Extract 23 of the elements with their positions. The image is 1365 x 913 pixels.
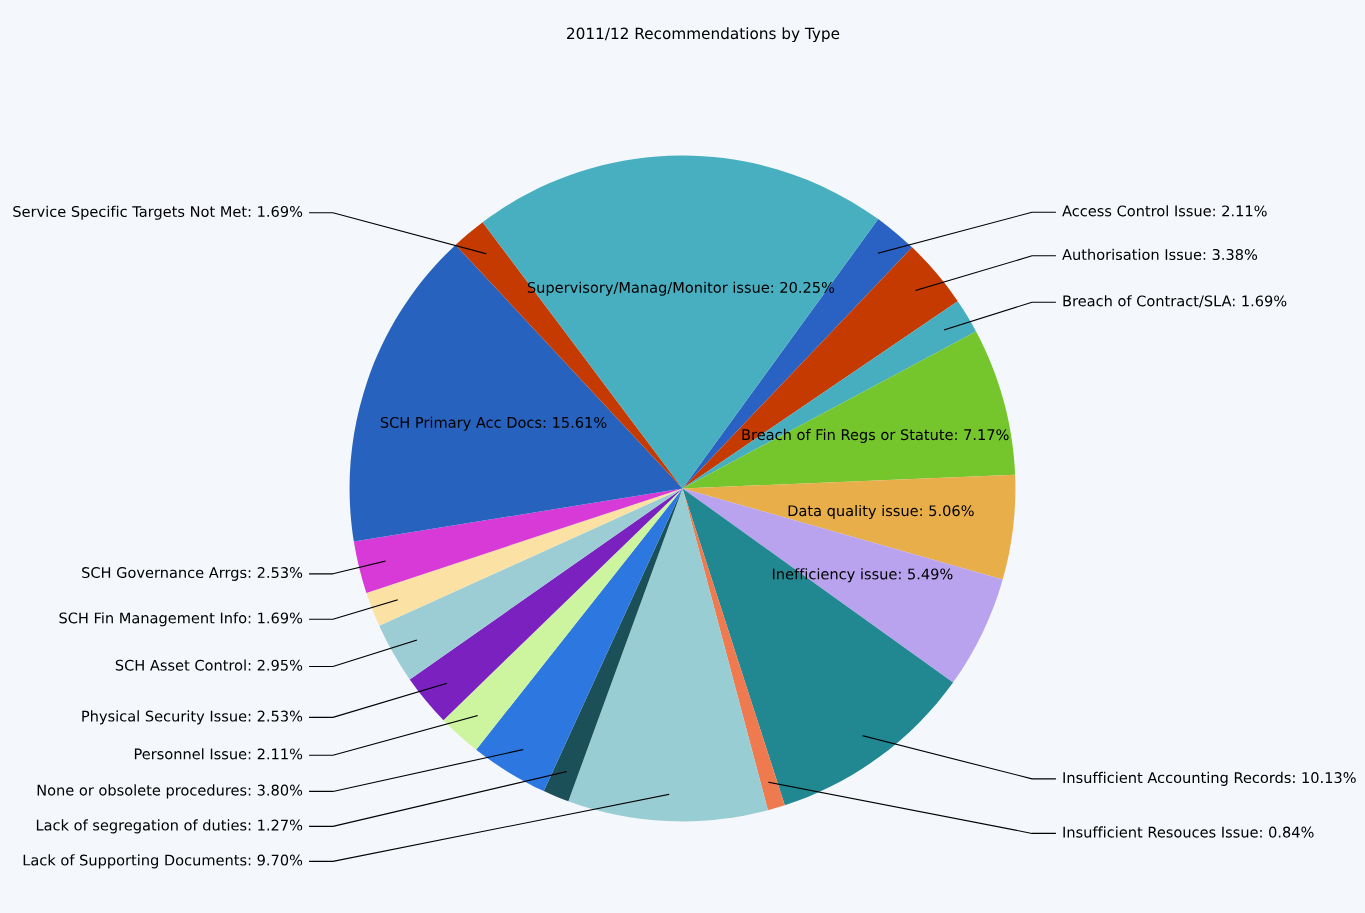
slice-label: Lack of Supporting Documents: 9.70% <box>23 854 303 869</box>
slice-label: SCH Asset Control: 2.95% <box>115 659 303 671</box>
slice-label: Service Specific Targets Not Met: 1.69% <box>13 205 303 220</box>
slice-label: Physical Security Issue: 2.53% <box>82 710 303 725</box>
slice-label: Data quality issue: 5.06% <box>788 504 974 520</box>
slice-label: Access Control Issue: 2.11% <box>1062 205 1267 217</box>
slice-label: Personnel Issue: 2.11% <box>134 748 303 760</box>
pie-slice <box>682 488 1003 683</box>
slice-label: SCH Primary Acc Docs: 15.61% <box>380 416 607 431</box>
slice-label: Insufficient Resouces Issue: 0.84% <box>1063 826 1314 838</box>
slice-label: Breach of Fin Regs or Statute: 7.17% <box>742 428 1009 443</box>
pie-slice <box>476 488 683 792</box>
slice-label: Authorisation Issue: 3.38% <box>1062 248 1258 261</box>
pie-slice <box>682 331 1016 489</box>
slice-label: None or obsolete procedures: 3.80% <box>37 784 303 799</box>
slice-label: SCH Governance Arrgs: 2.53% <box>82 567 303 581</box>
chart-title: 2011/12 Recommendations by Type <box>567 27 840 43</box>
slice-label: Insufficient Accounting Records: 10.13% <box>1063 771 1356 786</box>
slice-label: SCH Fin Management Info: 1.69% <box>59 612 303 627</box>
pie-slice <box>366 488 683 626</box>
slice-label: Lack of segregation of duties: 1.27% <box>36 819 303 834</box>
slice-label: Breach of Contract/SLA: 1.69% <box>1063 295 1287 308</box>
pie-slice <box>443 488 683 750</box>
